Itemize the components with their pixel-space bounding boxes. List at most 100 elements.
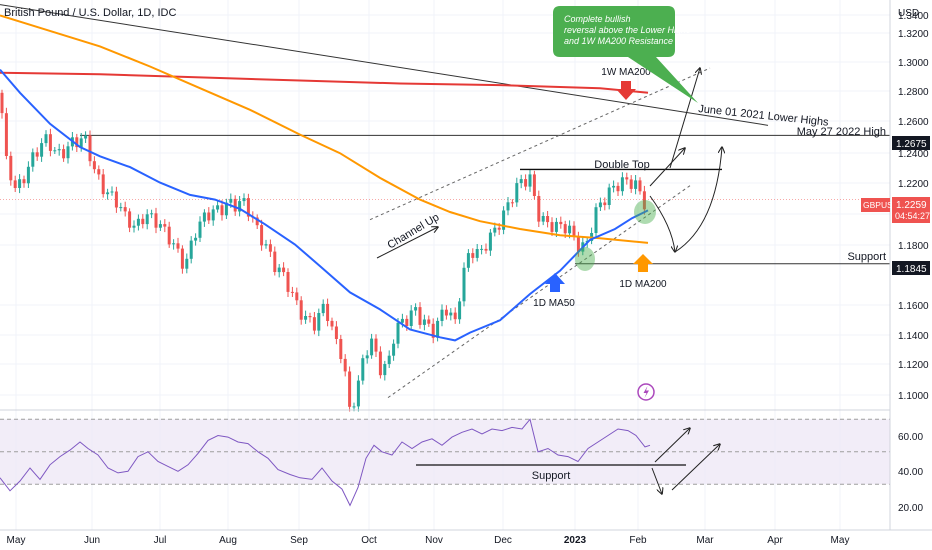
callout-text: Complete bullish reversal above the Lower… — [564, 14, 703, 46]
candle-body — [392, 343, 396, 356]
price-badge-value: 1.2675 — [896, 139, 927, 150]
candle-body — [532, 174, 536, 196]
alert-icon[interactable] — [637, 383, 655, 401]
candle-body — [488, 232, 492, 251]
candle-body — [110, 191, 114, 193]
candle-body — [458, 301, 462, 320]
candle-body — [176, 243, 180, 249]
candle-body — [0, 92, 4, 114]
candle-body — [141, 218, 145, 225]
y-tick-label: 1.2200 — [898, 179, 929, 190]
x-tick-label: Feb — [629, 535, 647, 546]
candle-body — [123, 207, 127, 212]
candle-body — [356, 380, 360, 407]
current-price-value: 1.2259 — [896, 200, 927, 211]
rsi-band — [0, 418, 890, 485]
candle-body — [26, 166, 30, 184]
candle-body — [167, 226, 171, 245]
candle-body — [308, 316, 312, 318]
candle-body — [211, 209, 215, 221]
blue-up-arrow — [545, 273, 565, 292]
candle-body — [550, 222, 554, 232]
candle-body — [361, 358, 365, 381]
candle-body — [405, 318, 409, 326]
candle-body — [440, 309, 444, 321]
candle-body — [101, 174, 105, 195]
candle-body — [88, 135, 92, 162]
candle-body — [326, 303, 330, 321]
projection-arrow — [654, 428, 690, 463]
rsi-support-label: Support — [532, 470, 571, 482]
projection-arrow — [651, 467, 662, 494]
price-badge-label: May 27 2022 High — [797, 126, 886, 138]
candle-body — [18, 179, 22, 188]
candle-body — [290, 291, 294, 293]
projection-arrow — [649, 148, 685, 187]
ma200-touch-highlight — [575, 247, 595, 271]
candle-body — [154, 213, 158, 228]
candle-body — [40, 143, 44, 157]
ma200-1w-label: 1W MA200 — [601, 67, 651, 78]
price-badge — [892, 261, 930, 275]
y-tick-label: 1.1200 — [898, 360, 929, 371]
candle-body — [418, 307, 422, 325]
currency-label: USD — [898, 8, 919, 19]
candle-body — [502, 210, 506, 230]
ma200-1d-line — [0, 14, 649, 244]
projection-arrow — [649, 195, 675, 252]
candle-body — [330, 320, 334, 327]
price-badges: 1.2675 May 27 2022 High 1.1845 Support GBPUS… — [797, 126, 930, 275]
candle-body — [295, 292, 299, 301]
projection-arrow — [669, 68, 700, 169]
rsi-axis[interactable]: 60.00 40.00 20.00 — [898, 432, 923, 514]
candle-body — [370, 338, 374, 356]
price-badge-label: Support — [847, 251, 886, 263]
candle-body — [634, 180, 638, 189]
x-tick-label: Aug — [219, 535, 237, 546]
chart-title: British Pound / U.S. Dollar, 1D, IDC — [4, 7, 176, 19]
channel-line — [369, 67, 711, 221]
candle-body — [114, 191, 118, 208]
y-tick-label: 1.3400 — [898, 11, 929, 22]
candle-body — [238, 201, 242, 212]
time-axis[interactable]: May Jun Jul Aug Sep Oct Nov Dec 2023 Feb Mar Apr May — [7, 535, 850, 546]
candle-body — [546, 216, 550, 223]
candle-body — [466, 253, 470, 268]
candle-body — [352, 406, 356, 408]
ma200-1d-label: 1D MA200 — [619, 279, 667, 290]
candle-body — [642, 191, 646, 210]
x-tick-label: Jul — [154, 535, 167, 546]
candle-body — [541, 216, 545, 222]
candle-body — [554, 221, 558, 232]
candle-body — [255, 217, 259, 226]
candle-body — [625, 177, 629, 180]
orange-up-arrow — [633, 254, 653, 272]
candle-body — [66, 146, 70, 159]
candle-body — [576, 236, 580, 252]
candle-body — [462, 267, 466, 302]
candle-body — [220, 205, 224, 216]
candle-body — [638, 180, 642, 192]
candle-body — [616, 185, 620, 192]
red-down-arrow — [616, 81, 636, 100]
candle-body — [172, 243, 176, 245]
y-tick-label: 1.3200 — [898, 29, 929, 40]
candle-body — [75, 137, 79, 148]
candle-body — [79, 138, 83, 147]
rsi-tick-label: 40.00 — [898, 467, 923, 478]
candle-body — [510, 202, 514, 204]
candle-body — [594, 207, 598, 233]
candle-body — [158, 224, 162, 228]
candle-body — [449, 312, 453, 316]
candle-body — [422, 319, 426, 325]
symbol-badge-label: GBPUSD — [863, 200, 899, 210]
rsi-line — [0, 418, 651, 507]
candle-body — [568, 225, 572, 234]
candle-body — [31, 152, 35, 167]
current-price-badge — [892, 197, 930, 223]
projection-arrow — [376, 227, 438, 259]
candle-body — [519, 179, 523, 184]
candle-body — [563, 224, 567, 234]
candle-body — [277, 267, 281, 273]
